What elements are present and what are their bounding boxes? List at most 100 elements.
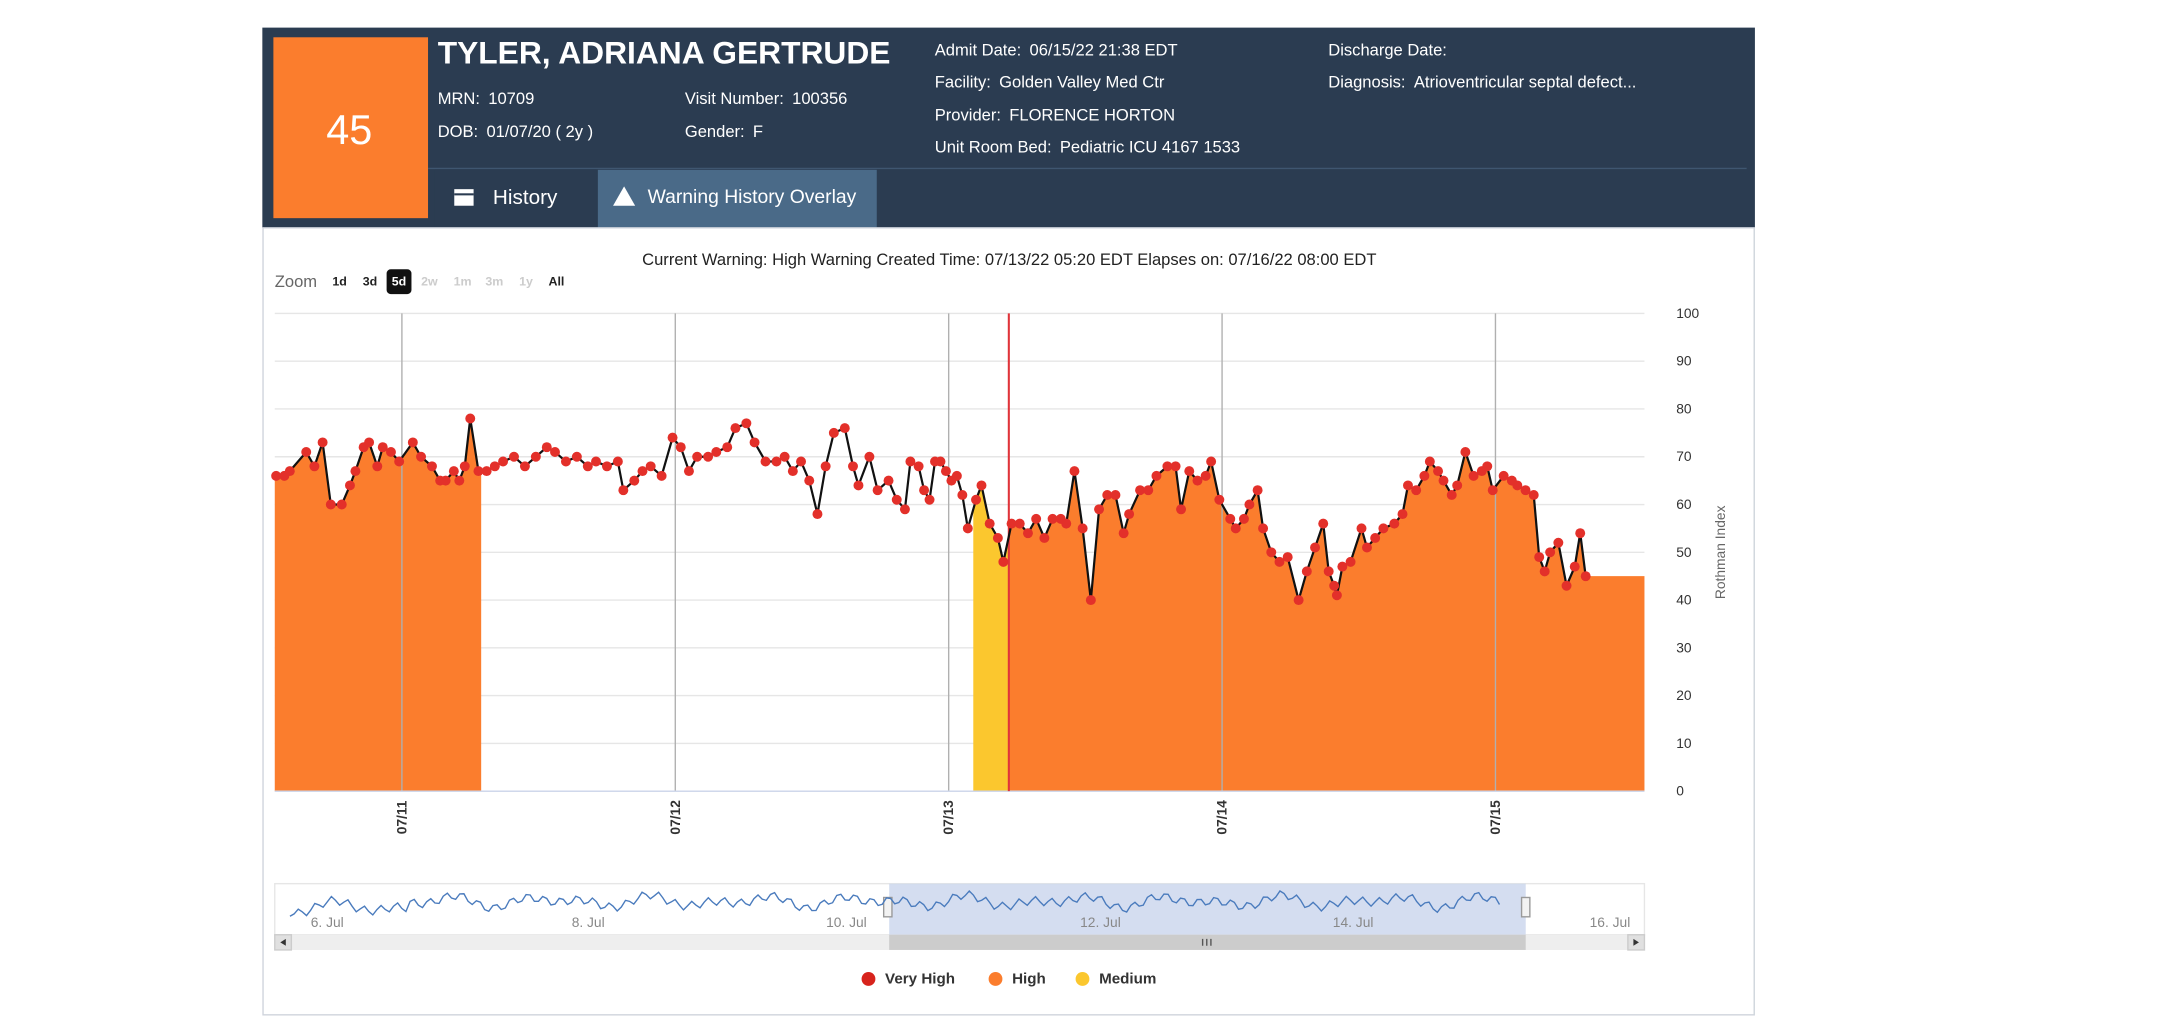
field-value: 100356 xyxy=(792,89,847,108)
score-point xyxy=(1293,595,1304,606)
score-point xyxy=(1512,480,1523,491)
legend-marker[interactable] xyxy=(1075,972,1090,986)
score-point xyxy=(919,485,930,496)
score-point xyxy=(1184,466,1195,477)
score-point xyxy=(1468,470,1479,481)
field-label: Admit Date: xyxy=(935,40,1021,59)
score-point xyxy=(637,466,648,477)
score-point xyxy=(601,461,612,472)
score-point xyxy=(883,475,894,486)
score-point xyxy=(309,461,320,472)
score-point xyxy=(1031,513,1042,524)
score-point xyxy=(1561,580,1572,591)
score-point xyxy=(571,451,582,462)
legend-label[interactable]: Very High xyxy=(885,970,955,987)
warning-icon xyxy=(613,186,636,206)
score-point xyxy=(771,456,782,467)
score-point xyxy=(711,446,722,457)
score-point xyxy=(440,475,451,486)
navigator-label: 16. Jul xyxy=(1590,915,1631,930)
score-point xyxy=(336,499,347,510)
legend-label[interactable]: High xyxy=(1012,970,1046,987)
zoom-button: 1y xyxy=(519,275,533,289)
field-value: Atrioventricular septal defect... xyxy=(1414,72,1637,91)
score-point xyxy=(1498,470,1509,481)
zoom-button[interactable]: 3d xyxy=(363,275,377,289)
zoom-button-bg[interactable] xyxy=(386,269,412,295)
score-point xyxy=(1143,485,1154,496)
field: Diagnosis: Atrioventricular septal defect… xyxy=(1328,72,1636,91)
score-point xyxy=(853,480,864,491)
score-point xyxy=(1329,580,1340,591)
navigator-label: 6. Jul xyxy=(311,915,344,930)
score-point xyxy=(1580,571,1591,582)
score-point xyxy=(1118,528,1129,539)
tab-label[interactable]: History xyxy=(493,186,558,209)
score-point xyxy=(962,523,973,534)
tab-label[interactable]: Warning History Overlay xyxy=(648,187,857,208)
score-point xyxy=(1085,595,1096,606)
score-point xyxy=(839,423,850,434)
y-tick-label: 10 xyxy=(1676,736,1692,751)
score-point xyxy=(530,451,541,462)
field: Visit Number: 100356 xyxy=(685,89,848,108)
score-point xyxy=(730,423,741,434)
tab[interactable]: History xyxy=(434,169,597,228)
field: DOB: 01/07/20 ( 2y ) xyxy=(438,122,593,141)
zoom-button[interactable]: 1d xyxy=(332,275,346,289)
zoom-button: 1m xyxy=(454,275,472,289)
score-point xyxy=(1047,513,1058,524)
score-point xyxy=(935,456,946,467)
score-point xyxy=(1487,485,1498,496)
score-point xyxy=(498,456,509,467)
field-label: Facility: xyxy=(935,72,991,91)
score-point xyxy=(394,456,405,467)
score-point xyxy=(645,461,656,472)
score-point xyxy=(1282,552,1293,563)
zoom-button[interactable]: 5d xyxy=(392,275,406,289)
field-label: Visit Number: xyxy=(685,89,784,108)
field-label: DOB: xyxy=(438,122,478,141)
score-point xyxy=(1162,461,1173,472)
legend-marker[interactable] xyxy=(988,972,1003,986)
score-point xyxy=(1378,523,1389,534)
score-point xyxy=(804,475,815,486)
score-point xyxy=(675,442,686,453)
zoom-button: 3m xyxy=(485,275,503,289)
field-value: F xyxy=(753,122,763,141)
navigator-handle[interactable] xyxy=(1520,896,1531,918)
y-tick-label: 50 xyxy=(1676,545,1692,560)
tab-bg[interactable] xyxy=(597,169,877,228)
score-point xyxy=(1230,523,1241,534)
score-point xyxy=(1356,523,1367,534)
score-point xyxy=(796,456,807,467)
field-label: Discharge Date: xyxy=(1328,40,1447,59)
score-point xyxy=(629,475,640,486)
legend-label[interactable]: Medium xyxy=(1099,970,1156,987)
y-tick-label: 100 xyxy=(1676,306,1699,321)
score-point xyxy=(1553,537,1564,548)
zoom-button[interactable]: All xyxy=(549,275,565,289)
x-tick-label: 07/15 xyxy=(1488,800,1503,835)
legend-marker[interactable] xyxy=(861,972,876,986)
navigator-label: 10. Jul xyxy=(826,915,867,930)
score-point xyxy=(1323,566,1334,577)
zoom-label: Zoom xyxy=(275,272,317,291)
score-point xyxy=(1094,504,1105,515)
score-point xyxy=(1274,556,1285,567)
x-tick-label: 07/11 xyxy=(394,800,409,834)
score-point xyxy=(1192,475,1203,486)
score-point xyxy=(489,461,500,472)
y-tick-label: 30 xyxy=(1676,640,1692,655)
score-point xyxy=(519,461,530,472)
field: Unit Room Bed: Pediatric ICU 4167 1533 xyxy=(935,137,1240,156)
score-point xyxy=(1258,523,1269,534)
tab[interactable]: Warning History Overlay xyxy=(597,169,877,228)
score-point xyxy=(848,461,858,472)
field-label: Gender: xyxy=(685,122,745,141)
navigator-window[interactable] xyxy=(889,883,1526,935)
score-point xyxy=(350,466,361,477)
score-point xyxy=(1331,590,1342,601)
score-point xyxy=(1077,523,1088,534)
x-tick-label: 07/12 xyxy=(668,800,683,835)
